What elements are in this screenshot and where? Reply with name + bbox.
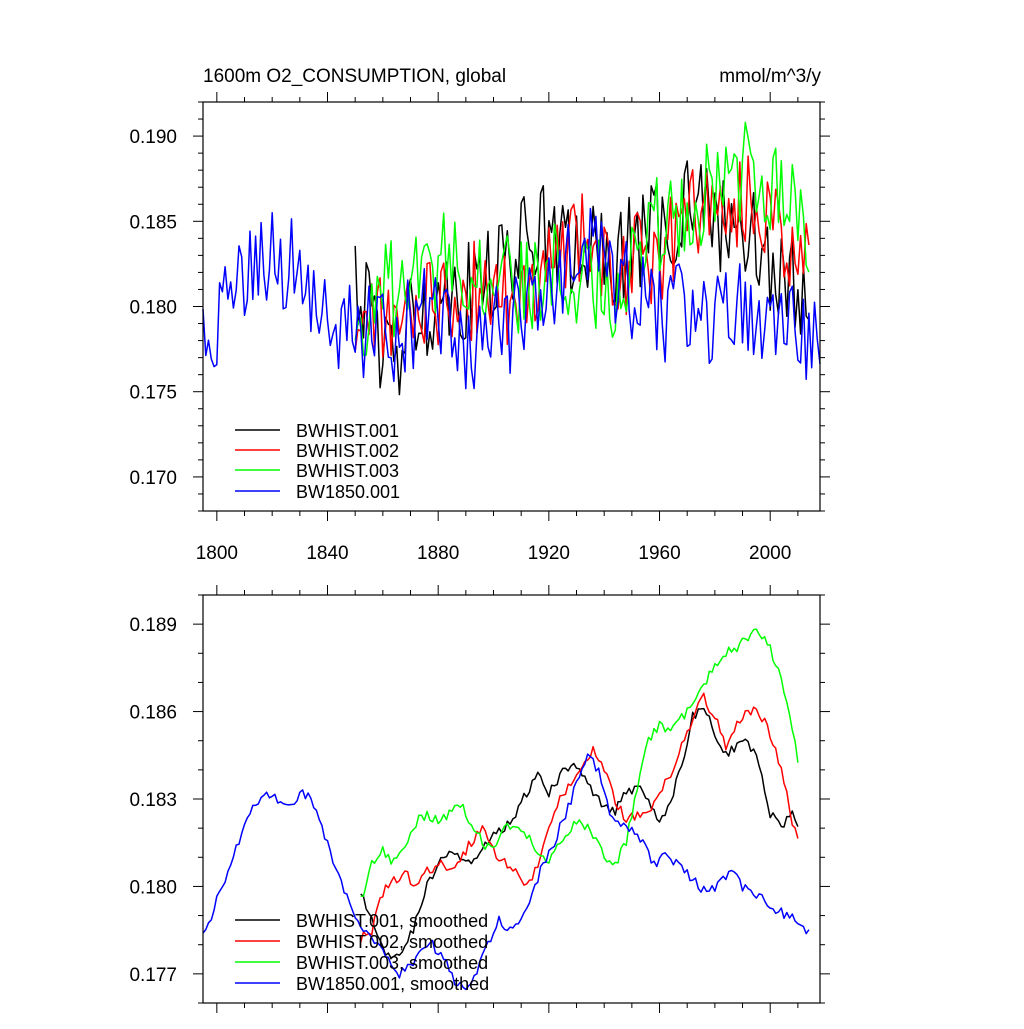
- top-x-tick-label: 1960: [638, 543, 680, 564]
- bottom-y-tick-label: 0.189: [129, 615, 177, 636]
- top-ticks-group: [193, 92, 830, 521]
- top-x-tick-label: 1800: [196, 543, 238, 564]
- top-legend-label-bw1850-001: BW1850.001: [296, 482, 400, 502]
- top-series-line-bw1850-001: [202, 207, 821, 390]
- top-series-line-bwhist-003: [354, 121, 810, 357]
- bottom-series-group: [202, 628, 810, 991]
- top-series-group: [202, 121, 821, 396]
- top-panel: 1600m O2_CONSUMPTION, global mmol/m^3/y …: [129, 66, 830, 564]
- bottom-y-tick-labels: 0.177 0.180 0.183 0.186 0.189: [129, 615, 177, 986]
- top-legend-label-bwhist-001: BWHIST.001: [296, 421, 399, 441]
- top-x-tick-label: 1840: [306, 543, 348, 564]
- bottom-y-tick-label: 0.180: [129, 877, 177, 898]
- top-legend-label-bwhist-003: BWHIST.003: [296, 461, 399, 481]
- top-y-tick-label: 0.185: [129, 212, 177, 233]
- top-x-tick-label: 2000: [749, 543, 791, 564]
- bottom-series-line-bwhist-003-smoothed: [360, 628, 799, 897]
- bottom-legend: BWHIST.001, smoothed BWHIST.002, smoothe…: [235, 911, 489, 994]
- top-y-tick-label: 0.190: [129, 127, 177, 148]
- bottom-y-tick-label: 0.186: [129, 703, 177, 724]
- top-y-tick-label: 0.180: [129, 298, 177, 319]
- top-plot-frame: [202, 101, 821, 512]
- bottom-legend-label-bwhist-001: BWHIST.001, smoothed: [296, 911, 488, 931]
- top-series-line-bwhist-002: [354, 155, 810, 358]
- top-x-tick-labels: 1800 1840 1880 1920 1960 2000: [196, 543, 792, 564]
- bottom-panel: 0.177 0.180 0.183 0.186 0.189 BWHIST.001, sm…: [129, 585, 830, 1013]
- bottom-series-line-bw1850-001-smoothed: [202, 753, 810, 991]
- top-y-tick-label: 0.175: [129, 383, 177, 404]
- top-legend-label-bwhist-002: BWHIST.002: [296, 441, 399, 461]
- top-x-tick-label: 1920: [528, 543, 570, 564]
- top-y-tick-label: 0.170: [129, 468, 177, 489]
- bottom-ticks-group: [193, 585, 830, 1013]
- bottom-plot-frame: [202, 594, 821, 1004]
- bottom-y-tick-label: 0.183: [129, 790, 177, 811]
- bottom-legend-label-bwhist-003: BWHIST.003, smoothed: [296, 953, 488, 973]
- bottom-series-line-bwhist-001-smoothed: [360, 707, 799, 960]
- bottom-series-line-bwhist-002-smoothed: [359, 692, 799, 943]
- bottom-y-tick-label: 0.177: [129, 965, 177, 986]
- top-legend: BWHIST.001 BWHIST.002 BWHIST.003 BW1850.…: [235, 421, 400, 502]
- bottom-legend-label-bw1850-001: BW1850.001, smoothed: [296, 974, 489, 994]
- top-chart-units: mmol/m^3/y: [719, 66, 821, 87]
- top-y-tick-labels: 0.170 0.175 0.180 0.185 0.190: [129, 127, 177, 489]
- top-x-tick-label: 1880: [417, 543, 459, 564]
- top-chart-title: 1600m O2_CONSUMPTION, global: [203, 66, 506, 87]
- bottom-legend-label-bwhist-002: BWHIST.002, smoothed: [296, 932, 488, 952]
